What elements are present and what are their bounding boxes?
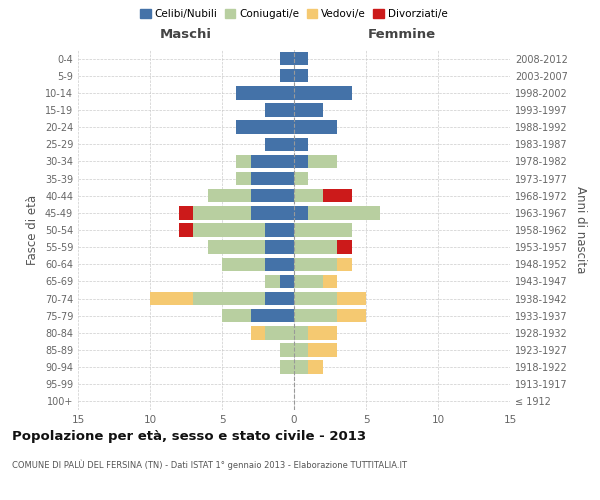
Bar [208,189,251,202]
Bar [208,240,265,254]
Bar [294,274,323,288]
Bar [294,309,337,322]
Bar [308,360,323,374]
Bar [294,206,308,220]
Bar [294,138,308,151]
Bar [294,326,308,340]
Bar [265,224,294,236]
Bar [294,52,308,66]
Bar [323,274,337,288]
Bar [294,86,352,100]
Bar [280,274,294,288]
Bar [179,224,193,236]
Bar [265,138,294,151]
Bar [294,189,323,202]
Bar [193,206,251,220]
Bar [308,206,380,220]
Bar [193,224,265,236]
Bar [280,52,294,66]
Text: Popolazione per età, sesso e stato civile - 2013: Popolazione per età, sesso e stato civil… [12,430,366,443]
Bar [251,172,294,186]
Bar [294,258,337,271]
Bar [337,292,366,306]
Bar [294,292,337,306]
Bar [308,154,337,168]
Bar [294,154,308,168]
Bar [280,360,294,374]
Bar [265,274,280,288]
Bar [265,326,294,340]
Bar [308,344,337,356]
Bar [294,172,308,186]
Bar [236,172,251,186]
Bar [222,258,265,271]
Bar [294,104,323,117]
Bar [265,292,294,306]
Bar [337,258,352,271]
Bar [251,189,294,202]
Bar [251,309,294,322]
Bar [265,104,294,117]
Bar [179,206,193,220]
Bar [323,189,352,202]
Bar [251,206,294,220]
Text: Femmine: Femmine [368,28,436,40]
Bar [222,309,251,322]
Bar [294,69,308,82]
Y-axis label: Fasce di età: Fasce di età [26,195,39,265]
Legend: Celibi/Nubili, Coniugati/e, Vedovi/e, Divorziati/e: Celibi/Nubili, Coniugati/e, Vedovi/e, Di… [136,5,452,24]
Text: Maschi: Maschi [160,28,212,40]
Bar [294,360,308,374]
Bar [280,69,294,82]
Y-axis label: Anni di nascita: Anni di nascita [574,186,587,274]
Text: COMUNE DI PALÙ DEL FERSINA (TN) - Dati ISTAT 1° gennaio 2013 - Elaborazione TUTT: COMUNE DI PALÙ DEL FERSINA (TN) - Dati I… [12,460,407,470]
Bar [193,292,265,306]
Bar [265,240,294,254]
Bar [150,292,193,306]
Bar [251,326,265,340]
Bar [236,154,251,168]
Bar [294,240,337,254]
Bar [265,258,294,271]
Bar [236,86,294,100]
Bar [337,309,366,322]
Bar [251,154,294,168]
Bar [308,326,337,340]
Bar [294,224,352,236]
Bar [236,120,294,134]
Bar [337,240,352,254]
Bar [294,120,337,134]
Bar [280,344,294,356]
Bar [294,344,308,356]
